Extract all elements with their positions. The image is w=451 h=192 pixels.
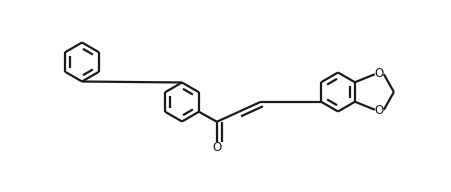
Text: O: O [374,104,383,117]
Text: O: O [212,141,221,154]
Text: O: O [374,67,383,80]
